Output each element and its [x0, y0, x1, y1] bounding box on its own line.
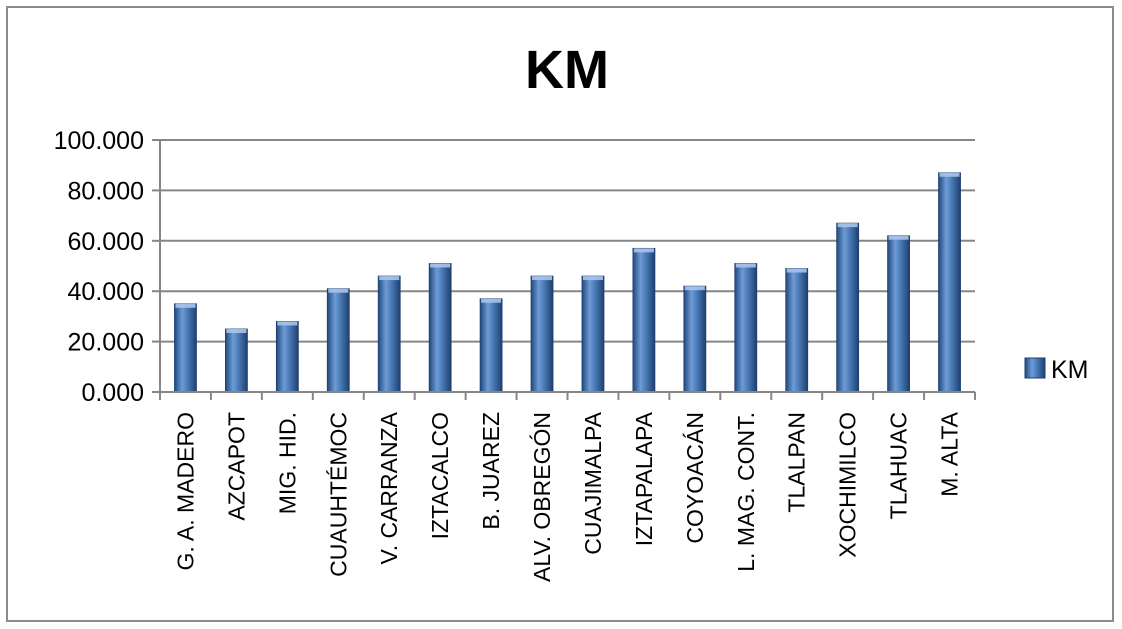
- y-tick-label: 20.000: [68, 329, 144, 357]
- bar-top-highlight: [430, 263, 451, 268]
- y-tick-label: 100.000: [54, 127, 144, 155]
- bar-top-highlight: [939, 172, 960, 177]
- bar: [734, 263, 758, 393]
- chart-title: KM: [525, 40, 609, 100]
- bar-top-highlight: [684, 286, 705, 291]
- bar-top-highlight: [735, 263, 756, 268]
- x-tick-label: G. A. MADERO: [172, 412, 198, 570]
- x-tick-label: M. ALTA: [937, 411, 963, 496]
- x-tick-label: COYOACÁN: [682, 412, 708, 544]
- x-tick-label: B. JUAREZ: [478, 412, 504, 530]
- x-tick-label: TLAHUAC: [886, 412, 912, 519]
- x-tick-label: ALV. OBREGÓN: [529, 412, 555, 582]
- bar: [887, 235, 910, 393]
- bar: [479, 298, 503, 393]
- x-tick-label: CUAUHTÉMOC: [325, 412, 351, 577]
- bar: [326, 288, 350, 393]
- legend-label: KM: [1051, 356, 1089, 384]
- bar-top-highlight: [532, 276, 553, 281]
- y-tick-label: 60.000: [68, 228, 144, 256]
- y-tick-label: 0.000: [81, 379, 144, 407]
- bar: [581, 275, 605, 393]
- bar: [174, 303, 197, 393]
- x-tick-label: L. MAG. CONT.: [733, 412, 759, 572]
- bar: [530, 275, 554, 393]
- legend-swatch: [1024, 357, 1046, 379]
- bar-top-highlight: [888, 235, 909, 240]
- bar: [632, 247, 656, 393]
- x-tick-label: TLALPAN: [784, 412, 810, 513]
- x-tick-label: CUAJIMALPA: [580, 411, 606, 554]
- bar-top-highlight: [379, 276, 400, 281]
- bar-top-highlight: [328, 288, 349, 293]
- x-tick-label: V. CARRANZA: [376, 411, 402, 564]
- bar-top-highlight: [277, 321, 298, 326]
- bar-top-highlight: [175, 303, 196, 308]
- bar: [225, 328, 248, 393]
- bar: [785, 268, 809, 393]
- bar-top-highlight: [481, 298, 502, 303]
- x-tick-label: IZTAPALAPA: [631, 411, 657, 546]
- bar-top-highlight: [837, 223, 858, 228]
- bar: [377, 275, 401, 393]
- bar: [938, 172, 961, 393]
- y-tick-label: 40.000: [68, 278, 144, 306]
- bar: [275, 321, 299, 393]
- x-tick-label: XOCHIMILCO: [835, 412, 861, 558]
- bar: [683, 285, 707, 393]
- bar-top-highlight: [582, 276, 603, 281]
- bar-top-highlight: [633, 248, 654, 253]
- bar: [428, 263, 452, 393]
- x-tick-label: IZTACALCO: [427, 412, 453, 539]
- bar-top-highlight: [786, 268, 807, 273]
- bar: [836, 222, 860, 393]
- y-tick-label: 80.000: [68, 177, 144, 205]
- x-tick-label: AZCAPOT: [223, 412, 249, 521]
- bar-top-highlight: [226, 329, 247, 333]
- x-tick-label: MIG. HID.: [274, 412, 300, 514]
